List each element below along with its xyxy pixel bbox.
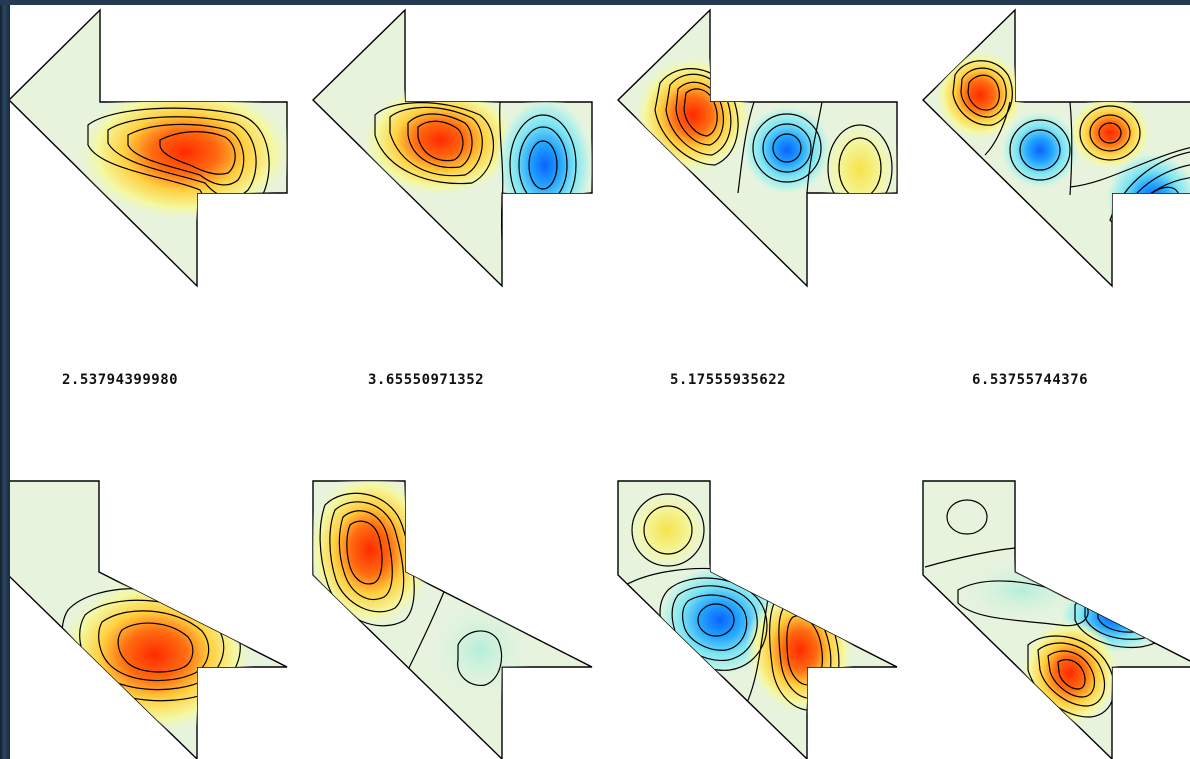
mode-2-top	[312, 8, 593, 288]
eigenvalue-label-2: 3.65550971352	[368, 372, 485, 388]
mode-2-bottom	[312, 480, 593, 759]
mode-1-bottom	[10, 480, 288, 759]
figure-canvas: 2.53794399980 3.65550971352 5.1755593562…	[10, 5, 1190, 759]
contour-field	[75, 82, 287, 222]
eigenvalue-label-1: 2.53794399980	[62, 372, 179, 388]
mode-1-top	[10, 8, 288, 288]
contour-field	[55, 575, 255, 735]
eigenvalue-label-4: 6.53755744376	[972, 372, 1089, 388]
eigenmode-figure	[10, 8, 1190, 759]
mode-4-top	[922, 8, 1190, 288]
eigenvalue-label-3: 5.17555935622	[670, 372, 787, 388]
mode-3-top	[617, 8, 898, 288]
mode-4-bottom	[922, 480, 1190, 759]
mode-3-bottom	[617, 480, 898, 759]
window-top-edge	[0, 0, 1190, 5]
